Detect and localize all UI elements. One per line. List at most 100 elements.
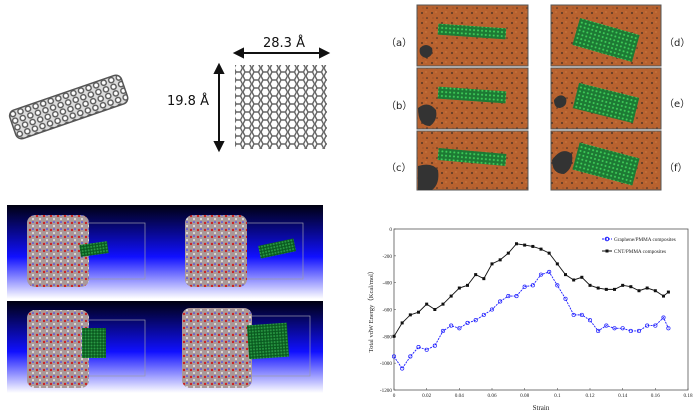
data-point-cnt: [666, 290, 670, 294]
y-tick-label: -800: [382, 334, 392, 340]
data-point-graphene: [522, 284, 527, 289]
data-point-graphene: [449, 323, 454, 328]
data-point-graphene: [457, 326, 462, 331]
legend-graphene: Graphene/PMMA composites: [614, 237, 676, 243]
data-point-graphene: [391, 354, 397, 359]
data-point-cnt: [645, 286, 649, 290]
data-point-cnt: [621, 283, 625, 287]
x-tick-label: 0.06: [487, 393, 496, 399]
data-point-cnt: [506, 251, 510, 255]
data-point-graphene: [645, 323, 650, 328]
data-point-cnt: [515, 242, 518, 246]
data-point-cnt: [490, 262, 494, 266]
panel-label-a: （a）: [386, 38, 413, 49]
data-point-cnt: [400, 321, 404, 325]
width-label: 28.3 Å: [263, 36, 305, 51]
data-point-graphene: [400, 366, 405, 371]
pullout-simulations: [7, 205, 323, 393]
data-point-cnt: [392, 334, 396, 338]
y-tick-label: -200: [382, 254, 392, 260]
data-point-graphene: [661, 315, 666, 320]
series-line-graphene: [393, 271, 669, 370]
data-point-graphene: [506, 294, 511, 299]
data-point-cnt: [572, 278, 576, 282]
data-point-cnt: [417, 310, 420, 314]
data-point-graphene: [628, 328, 633, 334]
data-point-cnt: [498, 258, 502, 262]
data-point-graphene: [571, 312, 576, 317]
data-point-graphene: [465, 320, 470, 325]
data-point-graphene: [547, 269, 552, 274]
data-point-graphene: [666, 326, 671, 331]
data-point-cnt: [604, 287, 608, 291]
legend-cnt: CNT/PMMA composites: [614, 249, 666, 255]
data-point-graphene: [555, 283, 560, 288]
data-point-cnt: [613, 287, 616, 291]
data-point-graphene: [538, 272, 544, 277]
data-point-cnt: [457, 286, 461, 290]
panel-label-c: （c）: [386, 163, 412, 174]
x-tick-label: 0.12: [585, 393, 594, 399]
x-tick-label: 0.08: [520, 393, 529, 399]
data-point-graphene: [408, 354, 413, 359]
data-point-graphene: [481, 312, 486, 317]
data-point-graphene: [587, 318, 593, 323]
sim-cnt-end: [164, 205, 323, 299]
y-tick-label: -600: [382, 308, 392, 314]
panel-label-f: （f）: [664, 163, 688, 174]
x-tick-label: 0.16: [651, 393, 660, 399]
y-tick-label: -400: [382, 281, 392, 287]
x-tick-label: 0.1: [554, 393, 561, 399]
data-point-graphene: [636, 328, 642, 334]
x-axis-label: Strain: [533, 404, 550, 412]
x-tick-label: 0.04: [455, 393, 464, 399]
data-point-cnt: [539, 247, 543, 251]
y-tick-label: -1000: [380, 361, 393, 367]
data-point-cnt: [482, 277, 486, 281]
data-point-graphene: [563, 296, 568, 301]
data-point-cnt: [466, 283, 469, 287]
series-line-cnt: [393, 243, 669, 337]
panel-label-e: （e）: [664, 99, 691, 110]
data-point-cnt: [662, 294, 665, 298]
data-point-graphene: [473, 318, 478, 323]
data-point-graphene: [530, 283, 535, 288]
panel-label-d: （d）: [664, 38, 691, 49]
data-point-cnt: [441, 302, 445, 306]
data-point-graphene: [416, 345, 421, 350]
height-label: 19.8 Å: [167, 94, 209, 109]
data-point-graphene: [514, 294, 519, 299]
data-point-cnt: [653, 289, 657, 293]
data-point-cnt: [547, 251, 551, 255]
legend-marker-graphene: [604, 236, 610, 242]
sim-graphene-start: [7, 301, 164, 393]
legend: Graphene/PMMA composites CNT/PMMA compos…: [602, 236, 676, 255]
data-point-cnt: [408, 313, 412, 317]
data-point-graphene: [604, 323, 609, 328]
data-point-cnt: [474, 273, 478, 277]
legend-marker-cnt: [605, 249, 609, 253]
snapshot-panels: [416, 4, 662, 191]
width-arrow: [232, 47, 331, 59]
data-point-graphene: [612, 326, 617, 331]
x-tick-label: 0.14: [618, 393, 627, 399]
data-point-cnt: [637, 289, 641, 293]
x-tick-label: 0.18: [683, 393, 692, 399]
data-point-cnt: [596, 286, 600, 290]
y-axis-label: Total vdW Energy（Kcal/mol）: [367, 268, 375, 353]
data-point-cnt: [531, 244, 535, 248]
data-point-graphene: [489, 307, 495, 312]
y-tick-label: -1200: [380, 388, 393, 394]
height-arrow: [213, 62, 225, 153]
data-point-cnt: [425, 302, 429, 306]
data-point-cnt: [555, 262, 559, 266]
data-point-cnt: [449, 294, 453, 298]
data-point-cnt: [564, 273, 567, 277]
sim-graphene-end: [164, 301, 323, 393]
data-point-cnt: [629, 285, 633, 289]
data-point-graphene: [620, 326, 625, 331]
data-point-graphene: [498, 299, 503, 304]
x-tick-label: 0.02: [422, 393, 431, 399]
